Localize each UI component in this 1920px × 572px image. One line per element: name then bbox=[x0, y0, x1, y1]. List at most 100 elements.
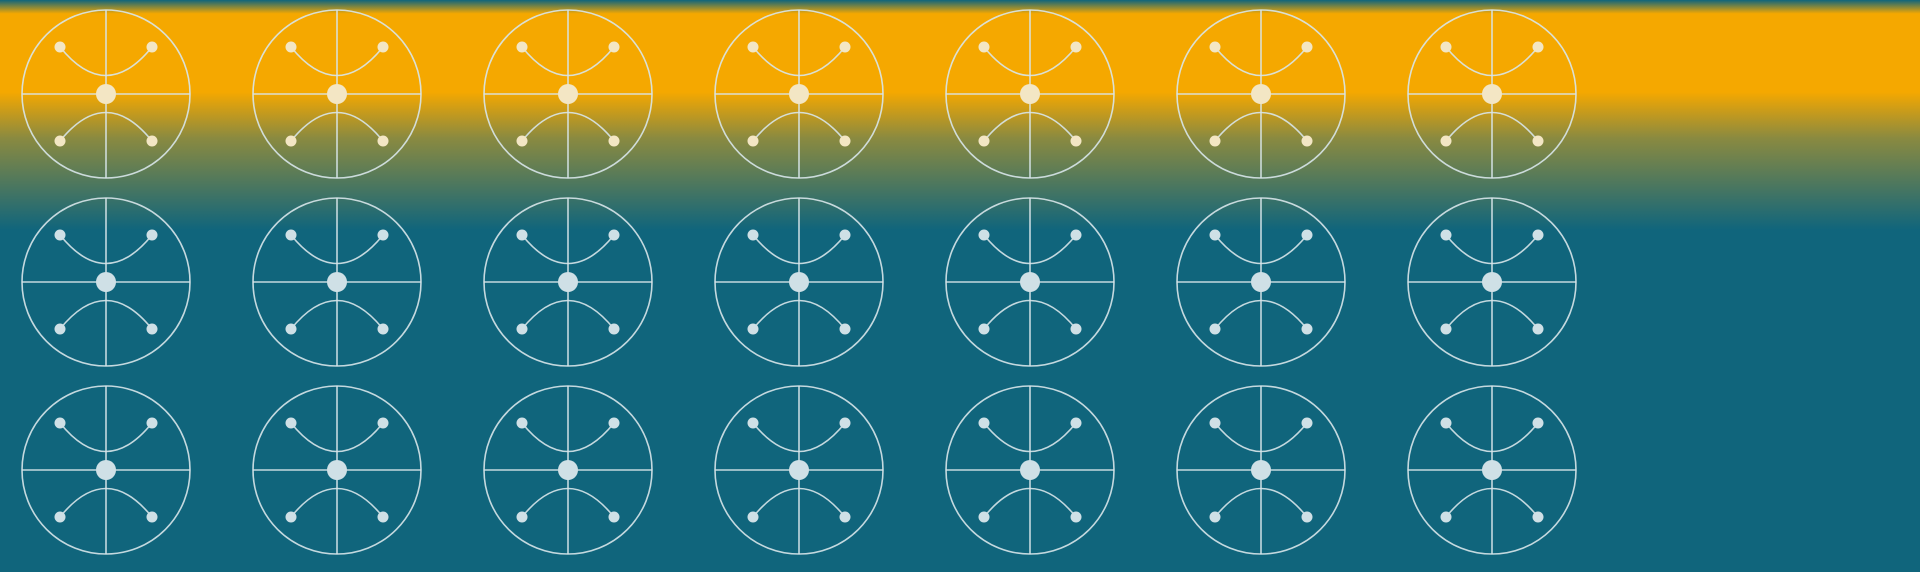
motif-corner-dot bbox=[1070, 323, 1082, 335]
motif-corner-dot bbox=[54, 417, 66, 429]
motif-tile bbox=[252, 197, 422, 367]
motif-center-dot bbox=[1020, 460, 1040, 480]
motif-top-arc bbox=[290, 46, 384, 77]
motif-center-dot bbox=[558, 272, 578, 292]
motif-bottom-arc bbox=[752, 487, 846, 518]
motif-bottom-arc bbox=[1214, 487, 1308, 518]
motif-tile bbox=[252, 9, 422, 179]
motif-center-dot bbox=[1482, 84, 1502, 104]
motif-bottom-arc bbox=[521, 111, 615, 142]
motif-top-arc bbox=[59, 422, 153, 453]
motif-tile bbox=[1407, 197, 1577, 367]
motif-corner-dot bbox=[608, 41, 620, 53]
motif-center-dot bbox=[327, 272, 347, 292]
motif-top-arc bbox=[1214, 234, 1308, 265]
motif-corner-dot bbox=[146, 511, 158, 523]
motif-corner-dot bbox=[377, 417, 389, 429]
motif-corner-dot bbox=[1301, 229, 1313, 241]
motif-top-arc bbox=[1445, 46, 1539, 77]
motif-bottom-arc bbox=[59, 299, 153, 330]
motif-top-arc bbox=[521, 234, 615, 265]
motif-top-arc bbox=[1445, 234, 1539, 265]
motif-center-dot bbox=[96, 460, 116, 480]
motif-bottom-arc bbox=[983, 111, 1077, 142]
motif-top-arc bbox=[59, 46, 153, 77]
motif-corner-dot bbox=[1209, 41, 1221, 53]
motif-top-arc bbox=[752, 234, 846, 265]
motif-tile bbox=[252, 385, 422, 555]
motif-center-dot bbox=[327, 84, 347, 104]
motif-corner-dot bbox=[1209, 135, 1221, 147]
motif-corner-dot bbox=[285, 41, 297, 53]
motif-corner-dot bbox=[54, 229, 66, 241]
motif-bottom-arc bbox=[1445, 111, 1539, 142]
motif-top-arc bbox=[1214, 46, 1308, 77]
motif-corner-dot bbox=[1532, 135, 1544, 147]
motif-top-arc bbox=[983, 46, 1077, 77]
motif-tile bbox=[21, 197, 191, 367]
motif-tile bbox=[483, 385, 653, 555]
motif-tile bbox=[714, 197, 884, 367]
motif-corner-dot bbox=[1440, 511, 1452, 523]
motif-center-dot bbox=[1482, 460, 1502, 480]
motif-tile bbox=[1407, 9, 1577, 179]
motif-bottom-arc bbox=[290, 299, 384, 330]
motif-tile bbox=[21, 9, 191, 179]
motif-tile bbox=[1176, 9, 1346, 179]
motif-corner-dot bbox=[608, 511, 620, 523]
motif-corner-dot bbox=[1070, 41, 1082, 53]
motif-corner-dot bbox=[608, 135, 620, 147]
motif-corner-dot bbox=[1440, 229, 1452, 241]
motif-top-arc bbox=[1445, 422, 1539, 453]
motif-corner-dot bbox=[608, 229, 620, 241]
motif-corner-dot bbox=[285, 323, 297, 335]
motif-center-dot bbox=[558, 84, 578, 104]
motif-tile bbox=[1176, 385, 1346, 555]
motif-tile bbox=[714, 9, 884, 179]
motif-corner-dot bbox=[1209, 417, 1221, 429]
motif-top-arc bbox=[59, 234, 153, 265]
motif-top-arc bbox=[521, 46, 615, 77]
motif-corner-dot bbox=[516, 511, 528, 523]
motif-corner-dot bbox=[978, 41, 990, 53]
motif-corner-dot bbox=[377, 323, 389, 335]
motif-corner-dot bbox=[978, 135, 990, 147]
background-band bbox=[0, 0, 1920, 230]
motif-tile bbox=[21, 385, 191, 555]
motif-corner-dot bbox=[1209, 511, 1221, 523]
motif-corner-dot bbox=[377, 135, 389, 147]
motif-bottom-arc bbox=[521, 299, 615, 330]
motif-top-arc bbox=[290, 422, 384, 453]
motif-corner-dot bbox=[516, 417, 528, 429]
motif-corner-dot bbox=[377, 229, 389, 241]
motif-corner-dot bbox=[285, 229, 297, 241]
motif-center-dot bbox=[1251, 272, 1271, 292]
motif-top-arc bbox=[521, 422, 615, 453]
motif-center-dot bbox=[1251, 84, 1271, 104]
motif-bottom-arc bbox=[1445, 487, 1539, 518]
motif-tile bbox=[945, 197, 1115, 367]
motif-center-dot bbox=[789, 460, 809, 480]
motif-corner-dot bbox=[839, 323, 851, 335]
motif-corner-dot bbox=[1532, 511, 1544, 523]
motif-corner-dot bbox=[516, 41, 528, 53]
motif-corner-dot bbox=[146, 41, 158, 53]
motif-top-arc bbox=[752, 46, 846, 77]
motif-bottom-arc bbox=[752, 111, 846, 142]
motif-corner-dot bbox=[1440, 417, 1452, 429]
motif-corner-dot bbox=[146, 229, 158, 241]
motif-corner-dot bbox=[978, 323, 990, 335]
motif-corner-dot bbox=[747, 135, 759, 147]
motif-corner-dot bbox=[377, 511, 389, 523]
motif-top-arc bbox=[983, 234, 1077, 265]
motif-corner-dot bbox=[747, 323, 759, 335]
motif-bottom-arc bbox=[290, 111, 384, 142]
motif-tile bbox=[945, 9, 1115, 179]
motif-bottom-arc bbox=[983, 299, 1077, 330]
motif-tile bbox=[714, 385, 884, 555]
motif-bottom-arc bbox=[59, 487, 153, 518]
motif-corner-dot bbox=[1440, 41, 1452, 53]
motif-center-dot bbox=[1020, 84, 1040, 104]
